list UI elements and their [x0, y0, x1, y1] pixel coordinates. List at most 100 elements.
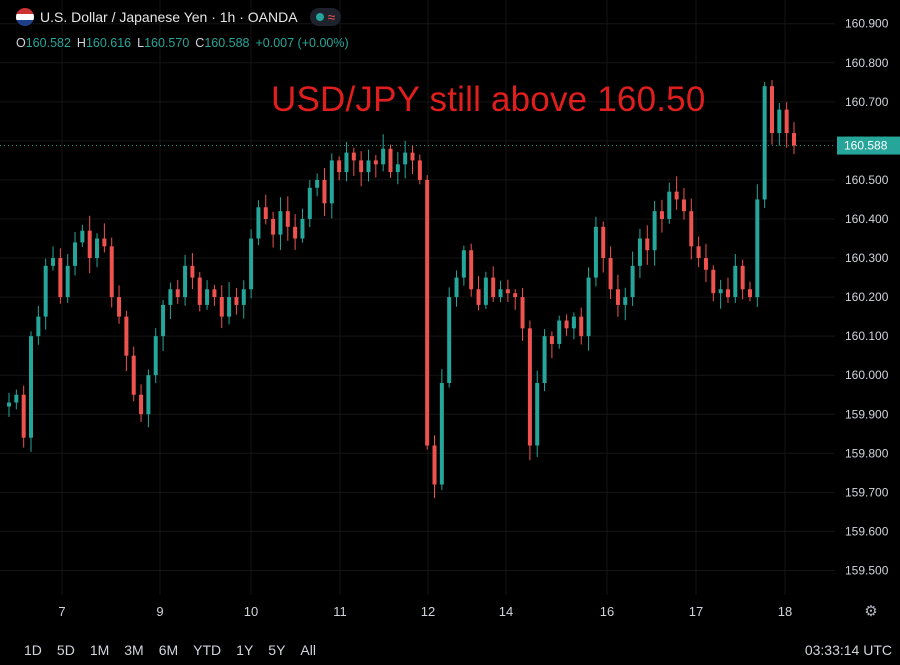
candle-body: [659, 211, 664, 219]
candle-body: [425, 179, 430, 446]
low-label: L: [137, 36, 145, 50]
candle-body: [696, 246, 701, 259]
candle-body: [36, 316, 41, 337]
candle-body: [483, 277, 488, 305]
candle-body: [205, 289, 210, 305]
candle-body: [212, 289, 217, 298]
candle-body: [14, 394, 19, 403]
candle-body: [329, 160, 334, 204]
candle-body: [197, 277, 202, 305]
candle-body: [703, 258, 708, 270]
range-5y[interactable]: 5Y: [268, 642, 286, 658]
change-value: +0.007 (+0.00%): [255, 36, 349, 50]
range-buttons: 1D 5D 1M 3M 6M YTD 1Y 5Y All: [24, 642, 316, 658]
candle-body: [652, 211, 657, 251]
range-1d[interactable]: 1D: [24, 642, 42, 658]
candle-body: [359, 160, 364, 173]
candle-body: [527, 328, 532, 446]
candle-body: [439, 383, 444, 485]
y-tick-label: 160.900: [845, 17, 889, 31]
y-tick-label: 160.200: [845, 290, 889, 304]
bottom-toolbar: 1D 5D 1M 3M 6M YTD 1Y 5Y All 03:33:14 UT…: [0, 632, 900, 665]
candle-body: [344, 152, 349, 173]
candle-body: [395, 164, 400, 173]
status-dot-icon: [315, 13, 324, 21]
candle-body: [549, 336, 554, 344]
symbol-header[interactable]: U.S. Dollar / Japanese Yen · 1h · OANDA …: [16, 8, 342, 26]
candle-body: [183, 265, 188, 298]
candle-body: [43, 265, 48, 317]
candle-body: [21, 394, 26, 438]
us-flag-icon: [16, 8, 34, 26]
utc-clock[interactable]: 03:33:14 UTC: [804, 642, 892, 658]
price-axis[interactable]: 160.900160.800160.700160.600160.500160.4…: [845, 17, 889, 578]
candle-body: [777, 109, 782, 134]
candle-body: [784, 109, 789, 134]
y-tick-label: 160.800: [845, 56, 889, 70]
x-tick-label: 11: [333, 604, 347, 619]
range-1y[interactable]: 1Y: [236, 642, 254, 658]
candle-body: [65, 265, 70, 298]
candle-body: [579, 316, 584, 337]
candle-body: [278, 211, 283, 235]
status-badge[interactable]: ≈: [309, 8, 342, 26]
x-tick-label: 7: [58, 604, 65, 619]
candle-body: [131, 355, 136, 395]
candle-body: [102, 238, 107, 247]
candle-body: [58, 258, 63, 298]
candle-body: [469, 250, 474, 290]
x-tick-label: 18: [778, 604, 792, 619]
candle-body: [733, 265, 738, 298]
range-6m[interactable]: 6M: [158, 642, 179, 658]
candle-body: [87, 230, 92, 259]
time-axis[interactable]: 7 9 10 11 12 14 16 17 18: [58, 604, 792, 619]
candle-body: [447, 297, 452, 384]
candle-body: [227, 297, 232, 317]
candle-body: [520, 297, 525, 329]
range-all[interactable]: All: [300, 642, 316, 658]
x-tick-label: 9: [156, 604, 163, 619]
wave-icon: ≈: [327, 9, 336, 25]
range-1m[interactable]: 1M: [89, 642, 110, 658]
candle-body: [139, 394, 144, 415]
candle-body: [762, 86, 767, 200]
candle-body: [117, 297, 122, 317]
candle-body: [674, 191, 679, 200]
candle-body: [557, 320, 562, 344]
candle-body: [168, 289, 173, 305]
range-5d[interactable]: 5D: [56, 642, 75, 658]
candle-body: [593, 226, 598, 278]
y-tick-label: 159.900: [845, 407, 889, 421]
x-tick-label: 12: [421, 604, 435, 619]
y-tick-label: 160.400: [845, 212, 889, 226]
candle-body: [586, 277, 591, 337]
ohlc-legend: O160.582 H160.616 L160.570 C160.588 +0.0…: [16, 36, 349, 50]
candle-body: [564, 320, 569, 329]
candle-body: [51, 258, 56, 266]
settings-icon[interactable]: ⚙: [864, 603, 878, 620]
candle-body: [80, 230, 85, 243]
candle-body: [769, 86, 774, 134]
candle-body: [381, 148, 386, 165]
candle-body: [190, 265, 195, 278]
y-tick-label: 160.100: [845, 329, 889, 343]
candle-body: [175, 289, 180, 298]
candle-body: [95, 238, 100, 259]
candle-body: [747, 289, 752, 298]
range-3m[interactable]: 3M: [124, 642, 144, 658]
candle-body: [366, 160, 371, 173]
candle-body: [740, 265, 745, 290]
range-ytd[interactable]: YTD: [193, 642, 222, 658]
candle-body: [29, 336, 34, 438]
candle-body: [454, 277, 459, 298]
candle-body: [307, 187, 312, 219]
candle-body: [615, 289, 620, 305]
candle-body: [285, 211, 290, 227]
y-tick-label: 159.500: [845, 563, 889, 577]
candle-body: [293, 226, 298, 239]
low-value: 160.570: [144, 36, 190, 50]
candle-body: [505, 289, 510, 294]
candle-body: [417, 160, 422, 180]
candle-body: [241, 289, 246, 305]
